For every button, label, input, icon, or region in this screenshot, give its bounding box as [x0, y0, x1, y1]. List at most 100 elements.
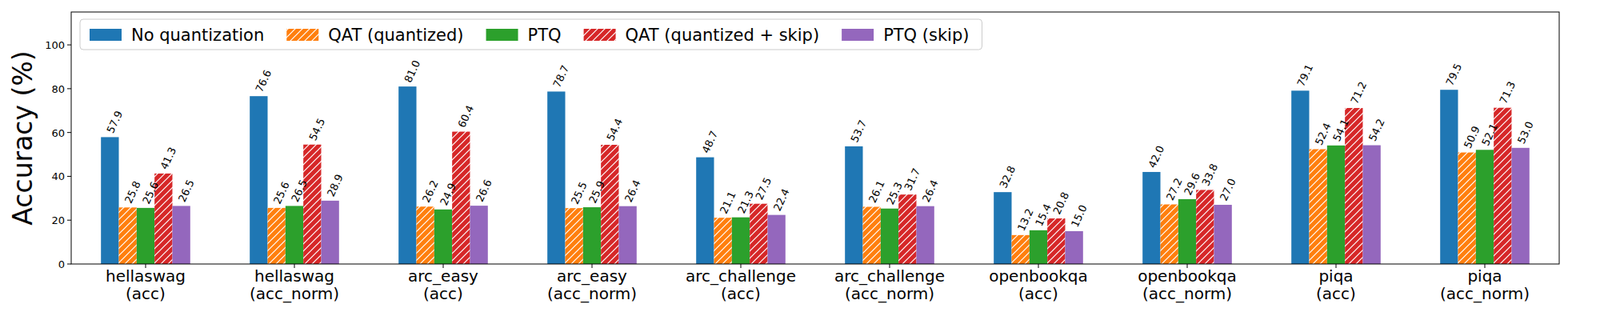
data-label: 71.2	[1348, 80, 1369, 107]
data-label: 26.6	[473, 177, 495, 204]
bar	[1029, 230, 1048, 264]
bar	[172, 205, 190, 264]
data-label: 25.6	[140, 180, 161, 207]
data-label: 41.3	[157, 145, 179, 172]
data-label: 54.1	[1330, 117, 1352, 144]
bar	[1458, 152, 1476, 264]
bar	[1344, 108, 1363, 264]
x-tick-label-line: (acc)	[1316, 284, 1356, 304]
data-label: 54.4	[604, 116, 625, 144]
data-label: 26.4	[920, 177, 941, 204]
bar	[268, 208, 286, 264]
bar	[1178, 199, 1196, 264]
x-tick-label-line: piqa	[1318, 266, 1353, 286]
bar	[416, 206, 435, 264]
data-label: 48.7	[699, 128, 720, 156]
bar	[1047, 218, 1065, 264]
bar	[916, 206, 934, 264]
y-axis-label: Accuracy (%)	[7, 50, 39, 225]
frame	[71, 12, 1560, 264]
bar	[398, 86, 416, 264]
data-label: 25.3	[884, 180, 905, 207]
data-label: 54.2	[1366, 116, 1388, 144]
x-tick-label-line: (acc)	[423, 284, 464, 304]
bar	[714, 217, 732, 264]
data-label: 31.7	[901, 166, 923, 193]
x-tick-label-line: openbookqa	[988, 266, 1088, 286]
bar	[863, 207, 881, 264]
data-label: 21.1	[717, 189, 739, 216]
legend-box	[80, 19, 982, 50]
x-tick-label-line: hellaswag	[254, 266, 335, 286]
data-label: 79.1	[1294, 62, 1316, 89]
data-label: 78.7	[550, 63, 572, 90]
legend: No quantizationQAT (quantized)PTQQAT (qu…	[80, 19, 982, 50]
x-tick-label: piqa(acc)	[1316, 266, 1356, 304]
y-tick-label: 100	[44, 39, 65, 52]
x-tick-label-line: openbookqa	[1137, 266, 1237, 286]
bar	[600, 144, 619, 264]
y-tick	[67, 132, 72, 133]
y-tick-label: 0	[58, 258, 65, 271]
data-label: 42.0	[1145, 144, 1167, 171]
x-tick-label: piqa(acc_norm)	[1440, 266, 1530, 304]
data-label: 15.4	[1032, 202, 1054, 229]
bar	[1309, 148, 1328, 264]
y-tick-label: 40	[51, 170, 65, 183]
bar	[1064, 231, 1083, 264]
bar	[434, 209, 452, 264]
bar	[898, 194, 916, 264]
y-tick-label: 80	[51, 83, 65, 96]
bar	[1327, 145, 1345, 264]
bar	[547, 91, 565, 264]
chart: 57.976.681.078.748.753.732.842.079.179.5…	[0, 0, 1600, 320]
bar	[844, 146, 863, 264]
data-label: 27.0	[1217, 176, 1239, 204]
bar	[1362, 145, 1380, 264]
x-tick-label-line: arc_challenge	[834, 266, 945, 286]
x-tick-label-line: (acc)	[720, 284, 761, 304]
bar	[767, 215, 785, 264]
data-label: 25.5	[568, 180, 590, 207]
bar	[1012, 235, 1030, 264]
bar	[136, 208, 155, 264]
bar	[732, 217, 750, 264]
legend-label: No quantization	[131, 25, 264, 45]
x-tick-label-line: (acc)	[1018, 284, 1059, 304]
data-label: 29.6	[1181, 171, 1203, 198]
x-tick-label-line: arc_easy	[408, 266, 479, 286]
data-label: 33.8	[1199, 161, 1220, 188]
data-label: 26.5	[288, 177, 310, 204]
bar	[618, 206, 636, 264]
x-tick-label-line: (acc_norm)	[844, 284, 935, 304]
bar	[1160, 204, 1179, 264]
x-axis: hellaswag(acc)hellaswag(acc_norm)arc_eas…	[105, 264, 1530, 304]
bar	[320, 200, 339, 264]
x-tick-label: arc_challenge(acc_norm)	[834, 266, 945, 304]
x-tick-label-line: (acc)	[125, 284, 166, 304]
legend-swatch	[89, 28, 122, 41]
bar	[696, 157, 714, 264]
x-tick-label: hellaswag(acc)	[105, 266, 186, 304]
bar	[100, 136, 119, 264]
x-tick-label: arc_challenge(acc)	[685, 266, 796, 304]
data-label: 15.0	[1068, 203, 1090, 230]
data-label: 57.9	[104, 108, 125, 136]
data-label: 27.2	[1164, 176, 1185, 203]
x-tick-label-line: arc_challenge	[685, 266, 796, 286]
bar	[993, 192, 1012, 264]
data-label: 81.0	[401, 58, 423, 85]
data-label: 20.8	[1050, 190, 1072, 217]
y-tick-label: 20	[51, 214, 65, 227]
x-tick-label-line: (acc_norm)	[249, 284, 340, 304]
data-label: 79.5	[1443, 61, 1464, 88]
data-label: 28.9	[324, 172, 346, 200]
y-axis: 020406080100	[44, 39, 72, 271]
data-label: 26.2	[420, 178, 441, 205]
x-tick-label-line: hellaswag	[105, 266, 186, 286]
bar	[1476, 149, 1494, 264]
bar	[303, 144, 321, 264]
x-tick-label-line: (acc_norm)	[1440, 284, 1530, 304]
x-tick-label-line: (acc_norm)	[1142, 284, 1232, 304]
bar	[565, 208, 584, 264]
